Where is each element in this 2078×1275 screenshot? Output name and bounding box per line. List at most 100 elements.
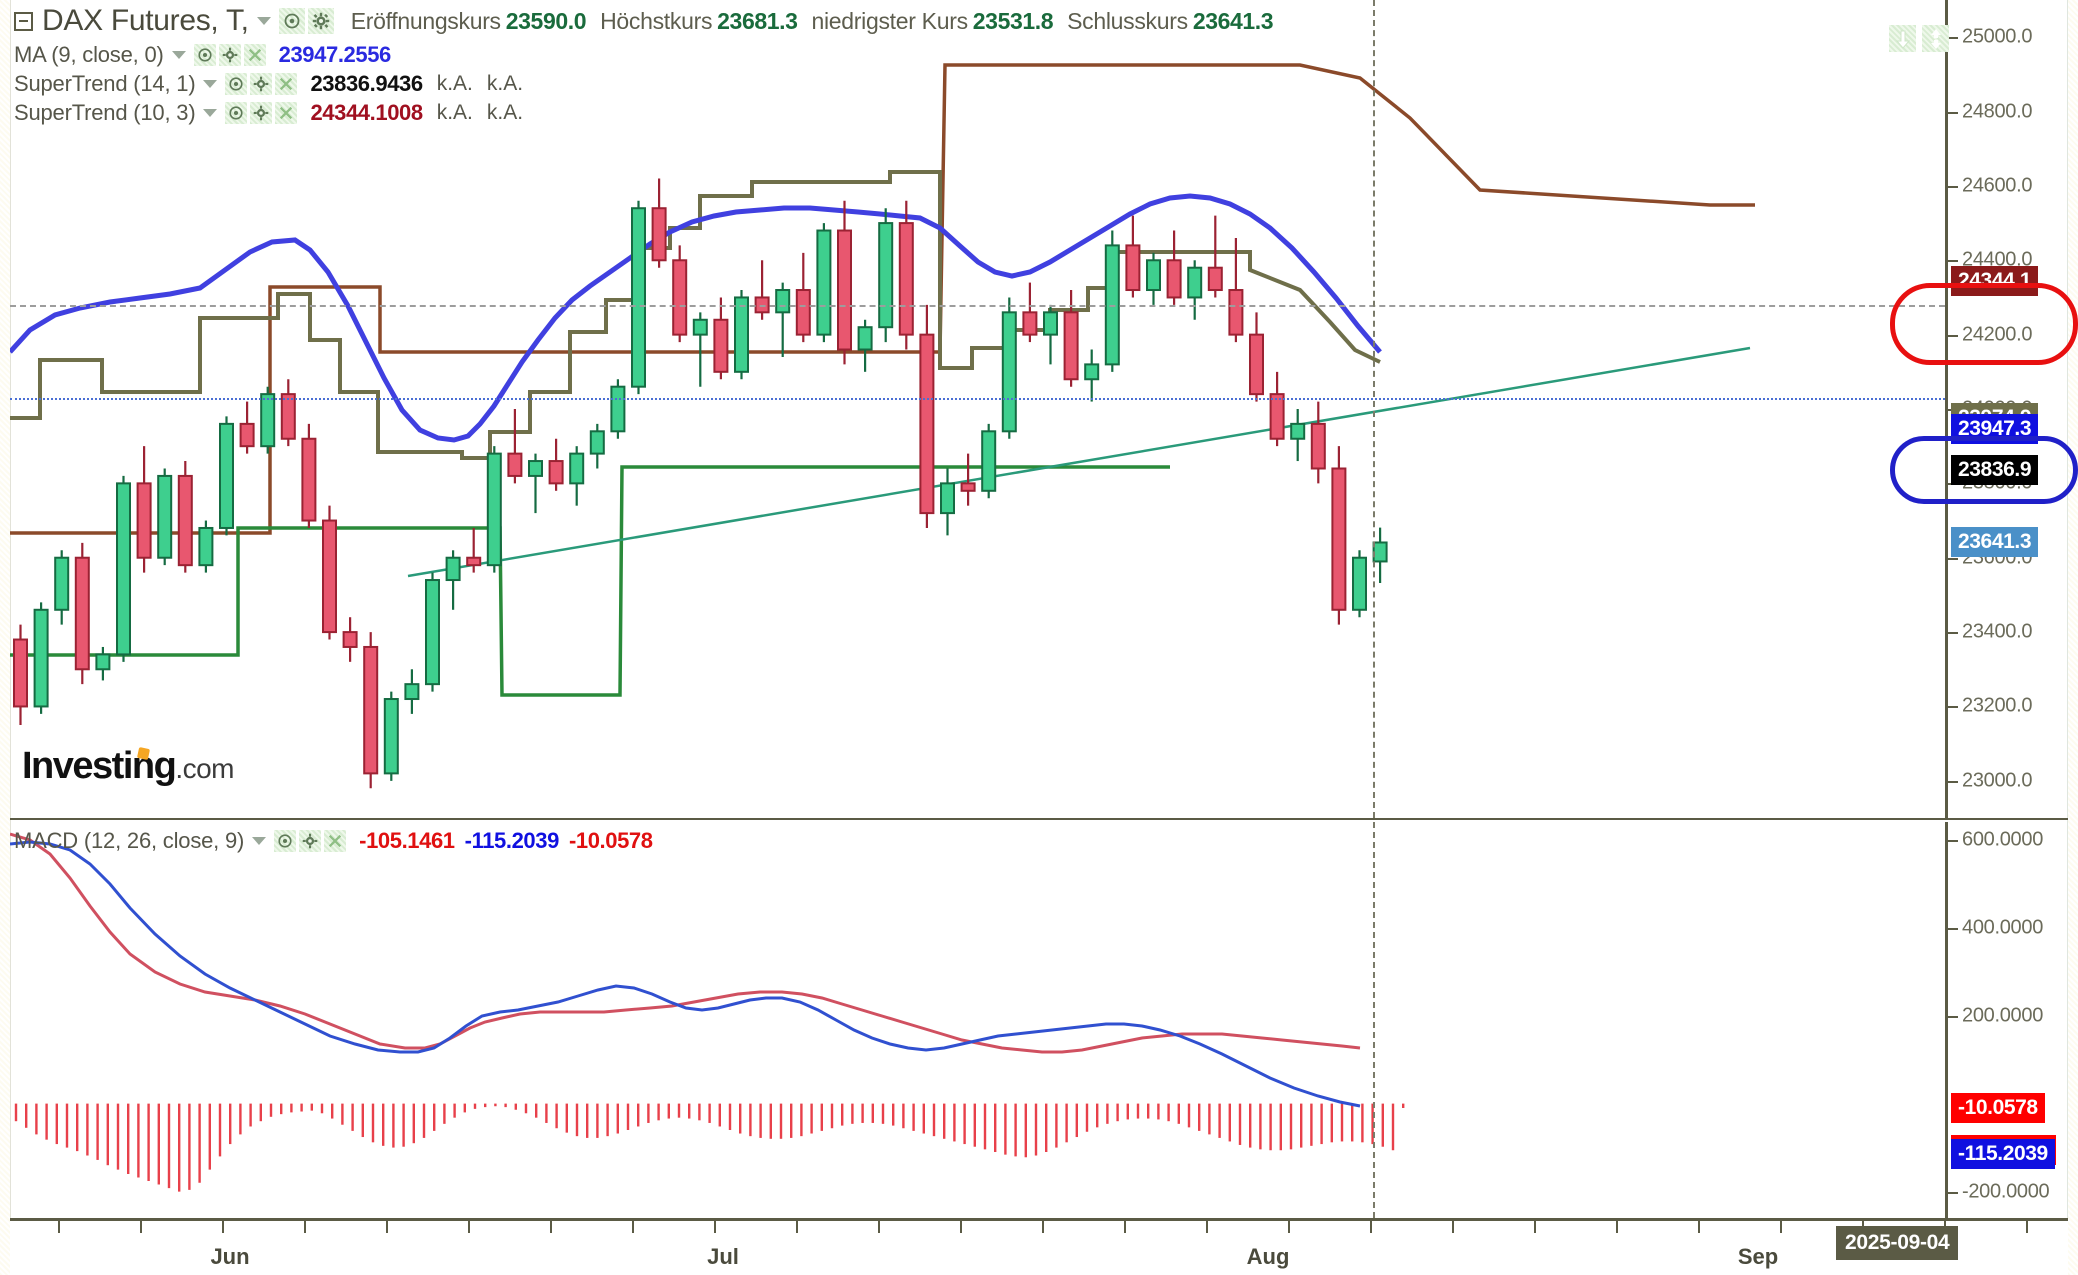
- indicator-name-supertrend-10-3[interactable]: SuperTrend (10, 3): [14, 99, 196, 125]
- quote-value-open: 23590.0: [505, 7, 587, 34]
- macd-histogram-badge: -10.0578: [1951, 1093, 2045, 1124]
- time-axis-label: Jul: [707, 1244, 739, 1269]
- arrow-down-icon[interactable]: [1889, 25, 1916, 52]
- gear-icon[interactable]: [250, 101, 273, 124]
- quote-label-open: Eröffnungskurs: [350, 7, 501, 34]
- close-icon[interactable]: [275, 72, 298, 95]
- indicator-name-supertrend-14-1[interactable]: SuperTrend (14, 1): [14, 70, 196, 96]
- indicator-name-macd[interactable]: MACD (12, 26, close, 9): [14, 827, 245, 853]
- legend-row-symbol[interactable]: DAX Futures, T, Eröffnungskurs 23590.0 H…: [14, 2, 1274, 40]
- legend-row-supertrend-10-3[interactable]: SuperTrend (10, 3) 24344.1008 k.A. k.A.: [14, 98, 1273, 127]
- legend-row-macd[interactable]: MACD (12, 26, close, 9) -105.1461 -115.2…: [14, 826, 653, 855]
- quote-value-low: 23531.8: [972, 7, 1054, 34]
- price-tick: [1948, 632, 1958, 635]
- watermark-suffix: .com: [175, 753, 234, 784]
- left-gutter: [0, 0, 11, 1275]
- indicator-name-ma[interactable]: MA (9, close, 0): [14, 41, 164, 67]
- chevron-down-icon[interactable]: [203, 108, 218, 117]
- indicator-value-supertrend-10-3: 24344.1008: [310, 99, 423, 125]
- time-tick: [1780, 1221, 1782, 1233]
- quote-label-close: Schlusskurs: [1067, 7, 1188, 34]
- price-tick-label: 23000.0: [1962, 769, 2033, 792]
- price-chart-pane[interactable]: [10, 0, 1945, 818]
- macd-tick: [1948, 839, 1958, 842]
- watermark-accent-dot: [136, 746, 151, 761]
- eye-icon[interactable]: [225, 72, 248, 95]
- macd-tick: [1948, 927, 1958, 930]
- last-price-line: [10, 398, 1945, 400]
- quote-label-low: niedrigster Kurs: [811, 7, 969, 34]
- time-tick: [960, 1221, 962, 1233]
- symbol-title[interactable]: DAX Futures, T,: [42, 4, 249, 37]
- quote-value-high: 23681.3: [717, 7, 798, 34]
- indicator-value-supertrend-14-1: 23836.9436: [310, 70, 423, 96]
- indicator-na-4: k.A.: [486, 100, 524, 124]
- price-tick: [1948, 780, 1958, 783]
- time-tick: [1452, 1221, 1454, 1233]
- gear-icon[interactable]: [299, 829, 322, 852]
- macd-chart-pane[interactable]: [10, 822, 1945, 1218]
- time-tick: [222, 1221, 224, 1233]
- time-tick: [550, 1221, 552, 1233]
- price-tick: [1948, 334, 1958, 337]
- price-tick-label: 23200.0: [1962, 694, 2033, 717]
- eye-icon[interactable]: [193, 43, 216, 66]
- collapse-icon[interactable]: [14, 11, 33, 31]
- right-gutter: [2067, 0, 2078, 1275]
- time-tick: [1370, 1221, 1372, 1233]
- price-tick-label: 25000.0: [1962, 25, 2033, 48]
- macd-axis[interactable]: 600.0000 400.0000 200.0000 -200.0000 -10.05…: [1945, 822, 2068, 1218]
- legend-row-supertrend-14-1[interactable]: SuperTrend (14, 1) 23836.9436 k.A. k.A.: [14, 69, 1273, 98]
- macd-tick: [1948, 1191, 1958, 1194]
- eye-icon[interactable]: [225, 101, 248, 124]
- price-axis[interactable]: 25000.024800.024600.024400.024200.024000…: [1945, 0, 2068, 818]
- indicator-value-ma: 23947.2556: [278, 41, 392, 67]
- indicator-na-2: k.A.: [486, 71, 524, 95]
- close-icon[interactable]: [275, 101, 298, 124]
- eye-icon[interactable]: [278, 8, 305, 34]
- chevron-down-icon[interactable]: [171, 50, 186, 59]
- time-tick: [386, 1221, 388, 1233]
- price-tick-label: 24600.0: [1962, 174, 2033, 197]
- gear-icon[interactable]: [218, 43, 241, 66]
- price-tick-label: 23400.0: [1962, 620, 2033, 643]
- price-tick-label: 24200.0: [1962, 323, 2033, 346]
- macd-plot: [10, 832, 1405, 1192]
- time-tick: [304, 1221, 306, 1233]
- gear-icon[interactable]: [250, 72, 273, 95]
- time-tick: [878, 1221, 880, 1233]
- price-plot: [10, 63, 1755, 789]
- time-tick: [1206, 1221, 1208, 1233]
- time-tick: [2026, 1221, 2028, 1233]
- macd-tick: [1948, 1015, 1958, 1018]
- eye-icon[interactable]: [274, 829, 297, 852]
- close-icon[interactable]: [243, 43, 266, 66]
- ma-level-line: [10, 305, 1945, 307]
- chevron-down-icon[interactable]: [203, 79, 218, 88]
- time-tick: [1616, 1221, 1618, 1233]
- chevron-down-icon[interactable]: [252, 836, 267, 845]
- price-tick-label: 24400.0: [1962, 248, 2033, 271]
- time-tick: [140, 1221, 142, 1233]
- arrow-up-down-icon[interactable]: [1922, 25, 1949, 52]
- time-axis[interactable]: Jun Jul Aug Sep: [10, 1218, 2068, 1275]
- macd-value-line: -105.1461: [359, 827, 455, 853]
- date-tooltip: 2025-09-04: [1836, 1226, 1959, 1260]
- investing-watermark: Investing.com: [22, 745, 234, 788]
- chart-nav-buttons: [1889, 25, 1949, 52]
- indicator-na-1: k.A.: [436, 71, 473, 95]
- time-tick: [1042, 1221, 1044, 1233]
- chart-legend: DAX Futures, T, Eröffnungskurs 23590.0 H…: [14, 2, 1274, 127]
- macd-value-histogram: -10.0578: [568, 827, 653, 853]
- price-tick: [1948, 111, 1958, 114]
- supertrend-14-1-price-badge: 23836.9: [1951, 454, 2039, 485]
- macd-value-signal: -115.2039: [464, 827, 560, 853]
- macd-tick-label: 200.0000: [1962, 1004, 2044, 1027]
- gear-icon[interactable]: [307, 8, 334, 34]
- close-icon[interactable]: [324, 829, 347, 852]
- time-tick: [1288, 1221, 1290, 1233]
- legend-row-ma[interactable]: MA (9, close, 0) 23947.2556: [14, 40, 1273, 69]
- chevron-down-icon[interactable]: [256, 17, 271, 25]
- price-tick-label: 24800.0: [1962, 100, 2033, 123]
- crosshair-vertical: [1373, 0, 1375, 818]
